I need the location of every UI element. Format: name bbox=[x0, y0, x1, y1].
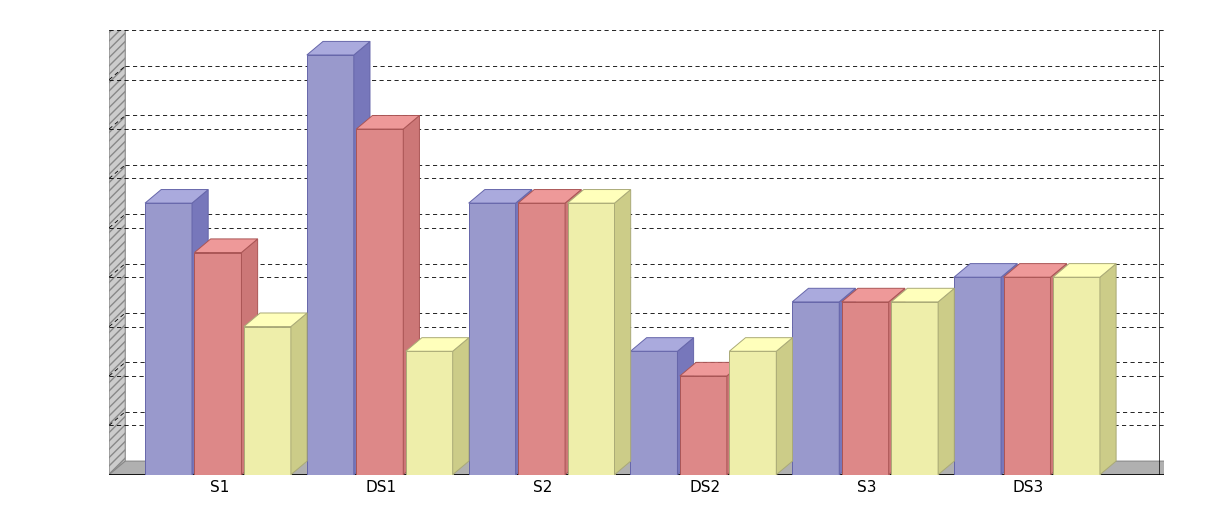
Polygon shape bbox=[145, 189, 208, 203]
Polygon shape bbox=[839, 288, 856, 475]
Polygon shape bbox=[1051, 264, 1067, 475]
Polygon shape bbox=[614, 189, 630, 475]
Polygon shape bbox=[888, 288, 905, 475]
Polygon shape bbox=[680, 376, 727, 475]
Polygon shape bbox=[891, 288, 954, 302]
Polygon shape bbox=[793, 288, 856, 302]
Polygon shape bbox=[793, 302, 839, 475]
Polygon shape bbox=[453, 338, 469, 475]
Polygon shape bbox=[404, 116, 419, 475]
Polygon shape bbox=[406, 351, 453, 475]
Polygon shape bbox=[406, 338, 469, 351]
Polygon shape bbox=[1053, 264, 1116, 277]
Polygon shape bbox=[938, 288, 954, 475]
Polygon shape bbox=[1004, 264, 1067, 277]
Polygon shape bbox=[954, 277, 1001, 475]
Polygon shape bbox=[307, 41, 370, 55]
Polygon shape bbox=[680, 363, 743, 376]
Polygon shape bbox=[354, 41, 370, 475]
Polygon shape bbox=[518, 189, 582, 203]
Polygon shape bbox=[469, 189, 532, 203]
Polygon shape bbox=[567, 189, 630, 203]
Polygon shape bbox=[515, 189, 532, 475]
Polygon shape bbox=[356, 116, 419, 129]
Polygon shape bbox=[518, 203, 565, 475]
Polygon shape bbox=[730, 351, 777, 475]
Polygon shape bbox=[727, 363, 743, 475]
Polygon shape bbox=[469, 203, 515, 475]
Polygon shape bbox=[630, 351, 678, 475]
Polygon shape bbox=[841, 302, 888, 475]
Polygon shape bbox=[244, 313, 307, 327]
Polygon shape bbox=[241, 239, 258, 475]
Polygon shape bbox=[194, 252, 241, 475]
Polygon shape bbox=[567, 203, 614, 475]
Polygon shape bbox=[630, 338, 693, 351]
Polygon shape bbox=[730, 338, 793, 351]
Polygon shape bbox=[1053, 277, 1100, 475]
Polygon shape bbox=[1004, 277, 1051, 475]
Polygon shape bbox=[565, 189, 582, 475]
Polygon shape bbox=[109, 461, 1179, 475]
Polygon shape bbox=[291, 313, 307, 475]
Polygon shape bbox=[244, 327, 291, 475]
Polygon shape bbox=[777, 338, 793, 475]
Polygon shape bbox=[954, 264, 1017, 277]
Polygon shape bbox=[1100, 264, 1116, 475]
Polygon shape bbox=[678, 338, 693, 475]
Polygon shape bbox=[145, 203, 191, 475]
Polygon shape bbox=[109, 17, 125, 475]
Polygon shape bbox=[307, 55, 354, 475]
Polygon shape bbox=[191, 189, 208, 475]
Polygon shape bbox=[356, 129, 404, 475]
Polygon shape bbox=[891, 302, 938, 475]
Polygon shape bbox=[841, 288, 905, 302]
Polygon shape bbox=[194, 239, 258, 252]
Polygon shape bbox=[1001, 264, 1017, 475]
